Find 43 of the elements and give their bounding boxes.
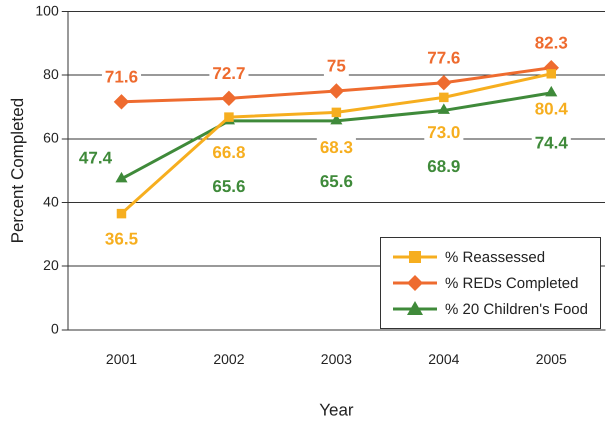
data-label: 73.0	[427, 123, 460, 142]
x-tick-label: 2004	[428, 351, 460, 368]
y-axis-title: Percent Completed	[8, 98, 27, 244]
data-label: 72.7	[212, 64, 246, 84]
x-axis-title: Year	[319, 400, 354, 420]
data-label: 77.6	[427, 48, 460, 68]
data-label: 36.5	[104, 229, 138, 248]
point	[224, 112, 234, 122]
data-label: 47.4	[78, 148, 113, 168]
y-tick-label: 40	[43, 193, 59, 210]
data-label: 80.4	[534, 99, 568, 118]
data-label: 82.3	[534, 33, 568, 52]
data-label: 74.4	[534, 133, 568, 152]
data-label: 65.6	[212, 176, 246, 196]
x-tick-label: 2003	[320, 351, 352, 368]
x-tick-label: 2001	[106, 351, 138, 368]
data-label: 75	[326, 56, 346, 76]
legend-label: % REDs Completed	[445, 274, 578, 292]
data-label: 66.8	[212, 142, 246, 162]
data-label: 71.6	[104, 68, 138, 87]
legend-label: % 20 Children's Food	[445, 300, 588, 318]
y-tick-label: 60	[43, 130, 59, 146]
data-label: 68.9	[427, 157, 460, 176]
point	[546, 86, 557, 96]
point	[439, 92, 449, 102]
x-tick-label: 2002	[213, 351, 245, 368]
point	[116, 172, 128, 182]
y-tick-label: 100	[35, 2, 59, 18]
legend-label: % Reassessed	[445, 248, 546, 266]
data-label: 65.6	[320, 172, 353, 192]
x-tick-label: 2005	[536, 351, 568, 368]
point	[116, 208, 126, 218]
point	[436, 75, 452, 90]
point	[114, 94, 129, 110]
point	[332, 108, 342, 118]
point	[438, 104, 450, 114]
point	[328, 84, 344, 98]
y-tick-label: 0	[50, 320, 59, 337]
point	[546, 69, 556, 79]
point	[221, 90, 236, 106]
y-tick-label: 80	[43, 66, 59, 82]
y-tick-label: 20	[43, 256, 59, 273]
data-label: 68.3	[320, 138, 353, 158]
